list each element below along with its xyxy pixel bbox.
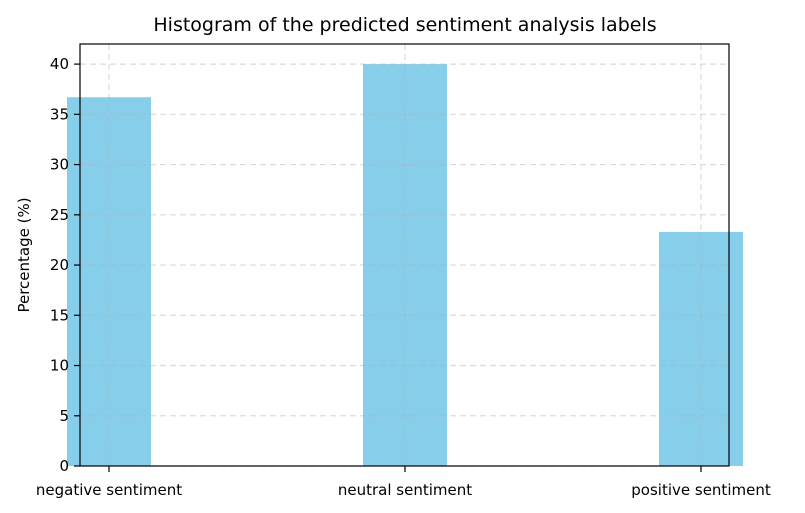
y-tick-label-5: 5 — [59, 407, 69, 425]
x-tick-label-positive-sentiment: positive sentiment — [631, 481, 771, 499]
y-tick-label-10: 10 — [50, 357, 69, 375]
y-tick-label-25: 25 — [50, 206, 69, 224]
grid-group — [80, 44, 729, 467]
y-tick-label-0: 0 — [59, 457, 69, 475]
bar-negative-sentiment — [67, 97, 151, 466]
y-tick-label-40: 40 — [50, 55, 69, 73]
axes-group: 0 5 10 15 20 25 30 35 40 negative sentiment neutra… — [36, 43, 771, 499]
y-axis-label: Percentage (%) — [15, 197, 33, 312]
y-tick-label-20: 20 — [50, 256, 69, 274]
y-tick-label-35: 35 — [50, 105, 69, 123]
x-tick-label-negative-sentiment: negative sentiment — [36, 481, 182, 499]
x-tick-label-neutral-sentiment: neutral sentiment — [338, 481, 472, 499]
y-tick-label-30: 30 — [50, 156, 69, 174]
y-tick-label-15: 15 — [50, 306, 69, 324]
chart-title: Histogram of the predicted sentiment ana… — [153, 14, 656, 36]
bar-neutral-sentiment — [363, 64, 447, 466]
